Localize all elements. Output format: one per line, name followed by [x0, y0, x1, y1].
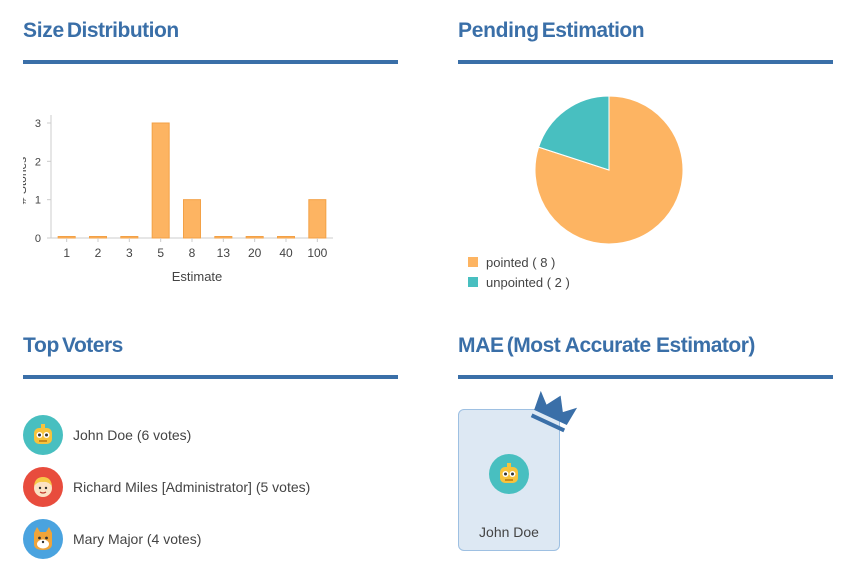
x-tick-label: 40 — [279, 246, 293, 260]
y-tick-label: 0 — [35, 233, 41, 245]
size-distribution-chart: 0 1 2 3 1 2 3 5 8 13 20 40 100 Estimate # Stories — [23, 115, 333, 284]
voter-name: Richard Miles [Administrator] (5 votes) — [73, 479, 311, 495]
bar — [57, 236, 76, 239]
voter-list: John Doe (6 votes) Richard Miles [Admini… — [23, 409, 310, 565]
voter-name: John Doe (6 votes) — [73, 427, 192, 443]
title-bold: MAE — [458, 334, 504, 357]
title-rest: (Most Accurate Estimator) — [506, 334, 756, 357]
top-voters-title: Top Voters — [23, 331, 398, 375]
legend-swatch — [468, 277, 478, 287]
mae-name: John Doe — [479, 524, 539, 540]
pending-estimation-title: Pending Estimation — [458, 16, 833, 60]
voter-name: Mary Major (4 votes) — [73, 531, 202, 547]
legend-item: unpointed ( 2 ) — [468, 272, 570, 292]
bar — [214, 236, 233, 239]
pending-estimation-pie — [534, 95, 684, 245]
blond-person-icon — [23, 467, 63, 507]
robot-icon — [23, 415, 63, 455]
title-rest: Voters — [62, 334, 123, 357]
pie-legend: pointed ( 8 ) unpointed ( 2 ) — [468, 252, 570, 292]
bar — [277, 236, 295, 239]
x-tick-label: 2 — [95, 246, 102, 260]
mae-card: John Doe — [458, 390, 577, 551]
bar — [89, 236, 107, 239]
mae-title: MAE (Most Accurate Estimator) — [458, 331, 833, 375]
title-rule — [23, 375, 398, 379]
legend-label: unpointed ( 2 ) — [486, 274, 570, 290]
x-tick-label: 8 — [189, 246, 196, 260]
y-tick-label: 2 — [35, 156, 41, 168]
x-tick-label: 13 — [217, 246, 231, 260]
legend-label: pointed ( 8 ) — [486, 254, 556, 270]
pending-estimation-panel: Pending Estimation pointed ( 8 ) unpointed… — [458, 16, 833, 290]
crown-icon — [530, 390, 577, 433]
bar — [245, 236, 264, 239]
title-bold: Top — [23, 334, 60, 357]
bar — [120, 236, 139, 239]
size-distribution-title: Size Distribution — [23, 16, 398, 60]
x-axis-label: Estimate — [172, 269, 223, 284]
title-rest: Distribution — [66, 19, 179, 42]
y-tick-label: 3 — [35, 118, 41, 130]
bar — [308, 199, 327, 239]
pie-slice — [537, 95, 610, 171]
x-tick-label: 1 — [63, 246, 70, 260]
title-rule — [23, 60, 398, 64]
legend-item: pointed ( 8 ) — [468, 252, 570, 272]
voter-item: Richard Miles [Administrator] (5 votes) — [23, 461, 310, 513]
x-tick-label: 3 — [126, 246, 133, 260]
robot-icon — [489, 454, 529, 494]
title-rule — [458, 375, 833, 379]
x-tick-label: 100 — [307, 246, 327, 260]
title-bold: Size — [23, 19, 64, 42]
size-distribution-panel: Size Distribution 0 1 2 3 1 2 3 5 8 13 20 40 100 Estim… — [23, 16, 398, 284]
legend-swatch — [468, 257, 478, 267]
voter-item: Mary Major (4 votes) — [23, 513, 310, 565]
y-axis-label: # Stories — [23, 157, 29, 204]
voter-item: John Doe (6 votes) — [23, 409, 310, 461]
bar — [183, 199, 201, 239]
bar — [151, 122, 170, 239]
top-voters-panel: Top Voters John Doe (6 votes) Richard Mil… — [23, 331, 398, 559]
x-tick-label: 5 — [157, 246, 164, 260]
title-rest: Estimation — [541, 19, 645, 42]
y-tick-label: 1 — [35, 195, 41, 207]
title-rule — [458, 60, 833, 64]
title-bold: Pending — [458, 19, 539, 42]
mae-panel: MAE (Most Accurate Estimator) John Doe — [458, 331, 833, 551]
x-tick-label: 20 — [248, 246, 262, 260]
cat-icon — [23, 519, 63, 559]
pie-slice — [534, 95, 684, 245]
